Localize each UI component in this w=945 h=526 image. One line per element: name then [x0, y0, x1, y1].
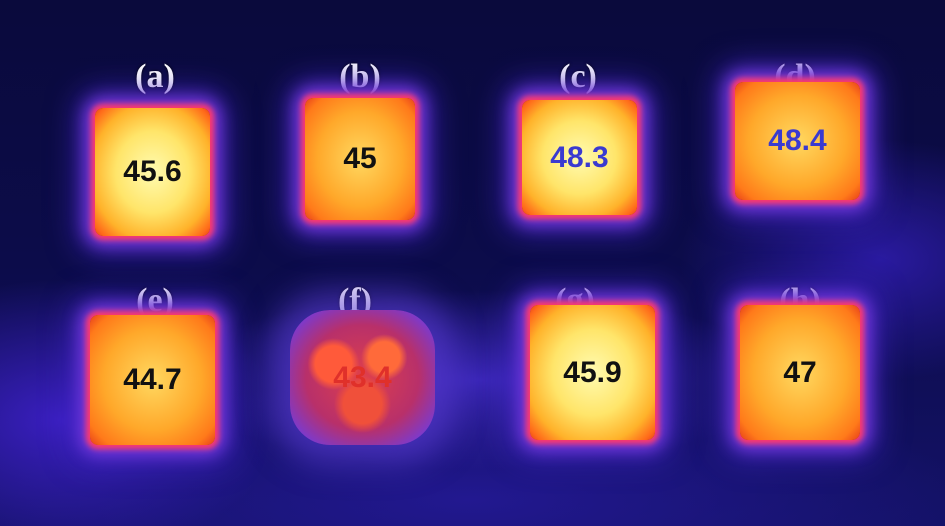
temperature: 47: [783, 355, 817, 389]
heated-sample: 45.9: [530, 305, 655, 440]
temperature: 45.6: [123, 155, 182, 188]
temperature: 48.4: [768, 124, 827, 157]
heated-sample: 48.3: [522, 100, 637, 215]
panel-label: (c): [559, 58, 597, 95]
heated-sample: 48.4: [735, 82, 860, 200]
panel-label: (a): [135, 58, 175, 95]
temperature: 45: [343, 142, 377, 175]
temperature: 43.4: [333, 360, 392, 394]
heated-sample: 45: [305, 98, 415, 220]
heated-sample: 44.7: [90, 315, 215, 445]
panel-label: (e): [136, 282, 174, 319]
heated-sample: 45.6: [95, 108, 210, 236]
temperature: 48.3: [550, 140, 609, 174]
temperature: 44.7: [123, 363, 182, 396]
temperature: 45.9: [563, 355, 622, 389]
panel-label: (b): [339, 58, 381, 95]
heated-sample: 47: [740, 305, 860, 440]
heated-sample: 43.4: [290, 310, 435, 445]
